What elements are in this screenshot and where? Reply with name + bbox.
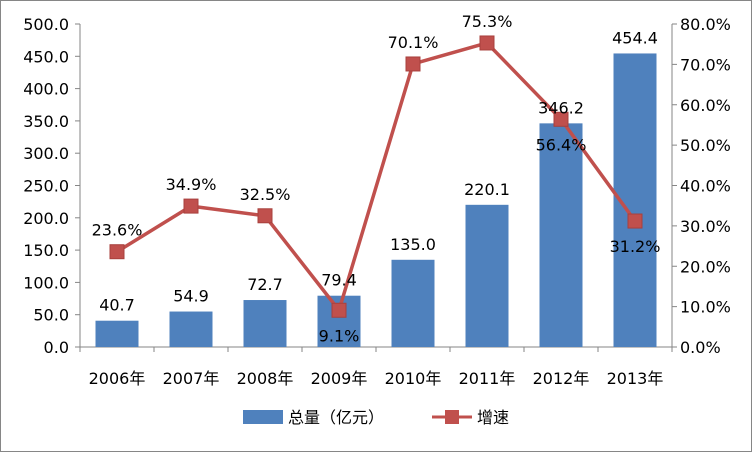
- y-right-tick-label: 70.0%: [680, 55, 731, 74]
- line-data-label: 32.5%: [240, 185, 291, 204]
- bar: [95, 320, 139, 347]
- legend-line-marker: [445, 410, 459, 424]
- axes-group: 0.0 50.0 100.0 150.0 200.0 250.0 300.0 350.0 400…: [23, 15, 731, 388]
- legend-line-label: 增速: [477, 408, 509, 427]
- y-left-tick-label: 0.0: [44, 338, 69, 357]
- x-tick-label: 2009年: [311, 369, 368, 388]
- line-point: [109, 244, 125, 260]
- y-left-tick-label: 250.0: [23, 177, 69, 196]
- x-tick-label: 2011年: [459, 369, 516, 388]
- y-left-tick-label: 100.0: [23, 273, 69, 292]
- line-data-label: 34.9%: [166, 175, 217, 194]
- y-left-tick-label: 500.0: [23, 15, 69, 34]
- legend-bar-swatch: [243, 410, 283, 424]
- line-point: [183, 198, 199, 214]
- y-left-tick-label: 200.0: [23, 209, 69, 228]
- bar-data-label: 54.9: [173, 287, 209, 306]
- bar-data-label: 79.4: [321, 271, 357, 290]
- x-tick-label: 2010年: [385, 369, 442, 388]
- y-left-tick-label: 50.0: [33, 306, 69, 325]
- bar-data-label: 220.1: [464, 180, 510, 199]
- y-right-tick-label: 30.0%: [680, 217, 731, 236]
- bar-data-label: 135.0: [390, 235, 436, 254]
- line-point: [553, 111, 569, 127]
- x-tick-label: 2007年: [163, 369, 220, 388]
- line-data-label: 31.2%: [610, 237, 661, 256]
- line-point: [479, 35, 495, 51]
- bar: [539, 123, 583, 347]
- line-data-label: 70.1%: [388, 33, 439, 52]
- bar-data-label: 40.7: [99, 296, 135, 315]
- line-group: [109, 35, 643, 318]
- y-left-tick-label: 350.0: [23, 112, 69, 131]
- growth-line: [116, 41, 637, 313]
- y-left-tick-label: 400.0: [23, 80, 69, 99]
- line-data-label: 23.6%: [92, 221, 143, 240]
- data-labels-group: 40.7 54.9 72.7 79.4 135.0 220.1 346.2 454.4 23.6…: [92, 12, 661, 345]
- bar: [169, 311, 213, 347]
- x-tick-label: 2012年: [533, 369, 590, 388]
- y-right-tick-label: 80.0%: [680, 15, 731, 34]
- y-left-tick-label: 300.0: [23, 144, 69, 163]
- line-point: [405, 56, 421, 72]
- y-right-tick-label: 40.0%: [680, 177, 731, 196]
- bar-data-label: 454.4: [612, 28, 658, 47]
- x-tick-label: 2006年: [89, 369, 146, 388]
- y-left-tick-label: 450.0: [23, 47, 69, 66]
- y-left-tick-label: 150.0: [23, 241, 69, 260]
- bar-data-label: 346.2: [538, 98, 584, 117]
- bar: [243, 300, 287, 347]
- line-data-label: 9.1%: [319, 326, 360, 345]
- y-right-tick-label: 50.0%: [680, 136, 731, 155]
- line-data-label: 56.4%: [536, 135, 587, 154]
- x-tick-label: 2008年: [237, 369, 294, 388]
- bar: [465, 204, 509, 347]
- y-right-tick-label: 60.0%: [680, 96, 731, 115]
- line-point: [331, 302, 347, 318]
- legend-bar-label: 总量（亿元）: [288, 408, 384, 427]
- bar: [391, 259, 435, 347]
- y-right-tick-label: 0.0%: [680, 338, 721, 357]
- y-right-tick-label: 10.0%: [680, 298, 731, 317]
- line-point: [257, 208, 273, 224]
- line-point: [627, 213, 643, 229]
- y-right-tick-label: 20.0%: [680, 257, 731, 276]
- x-tick-label: 2013年: [607, 369, 664, 388]
- line-data-label: 75.3%: [462, 12, 513, 31]
- bar-data-label: 72.7: [247, 275, 283, 294]
- legend: 总量（亿元） 增速: [243, 408, 509, 427]
